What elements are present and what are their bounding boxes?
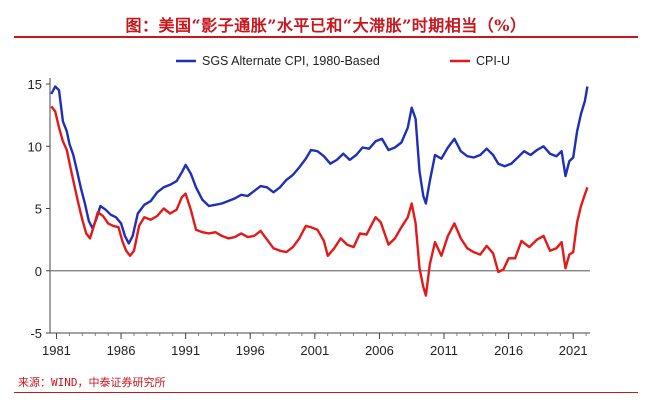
chart-series [50, 85, 589, 297]
y-tick-label: 10 [28, 139, 42, 154]
x-tick-label: 2016 [494, 343, 523, 358]
y-tick-label: 15 [28, 77, 42, 92]
x-tick-label: 2011 [430, 343, 458, 358]
cpi-u-line [50, 105, 589, 297]
legend-cpi-u-label: CPI-U [476, 54, 510, 68]
chart-legend: SGS Alternate CPI, 1980-Based CPI-U [176, 54, 510, 68]
y-tick-label: -5 [30, 326, 42, 341]
x-tick-label: 2006 [365, 343, 394, 358]
x-tick-label: 1986 [107, 343, 136, 358]
sgs-alternate-cpi-line [50, 85, 589, 245]
x-tick-label: 1996 [236, 343, 265, 358]
x-tick-label: 2001 [300, 343, 329, 358]
line-chart: -5 0 5 10 15 1981 1986 1991 1996 2001 2006 2011 2016… [28, 54, 590, 358]
y-tick-label: 0 [35, 264, 42, 279]
x-tick-label: 1981 [42, 343, 71, 358]
chart-axes: -5 0 5 10 15 1981 1986 1991 1996 2001 2006 2011 2016… [28, 77, 590, 358]
source-note: 来源：WIND，中泰证券研究所 [18, 376, 166, 389]
title-bar: 图：美国“影子通胀”水平已和“大滞胀”时期相当（%） [14, 10, 638, 38]
x-tick-label: 1991 [171, 343, 200, 358]
legend-sgs-label: SGS Alternate CPI, 1980-Based [202, 54, 380, 68]
y-tick-label: 5 [35, 202, 42, 217]
chart-title: 图：美国“影子通胀”水平已和“大滞胀”时期相当（%） [125, 16, 527, 35]
bottom-divider [14, 392, 638, 393]
x-tick-label: 2021 [559, 343, 588, 358]
